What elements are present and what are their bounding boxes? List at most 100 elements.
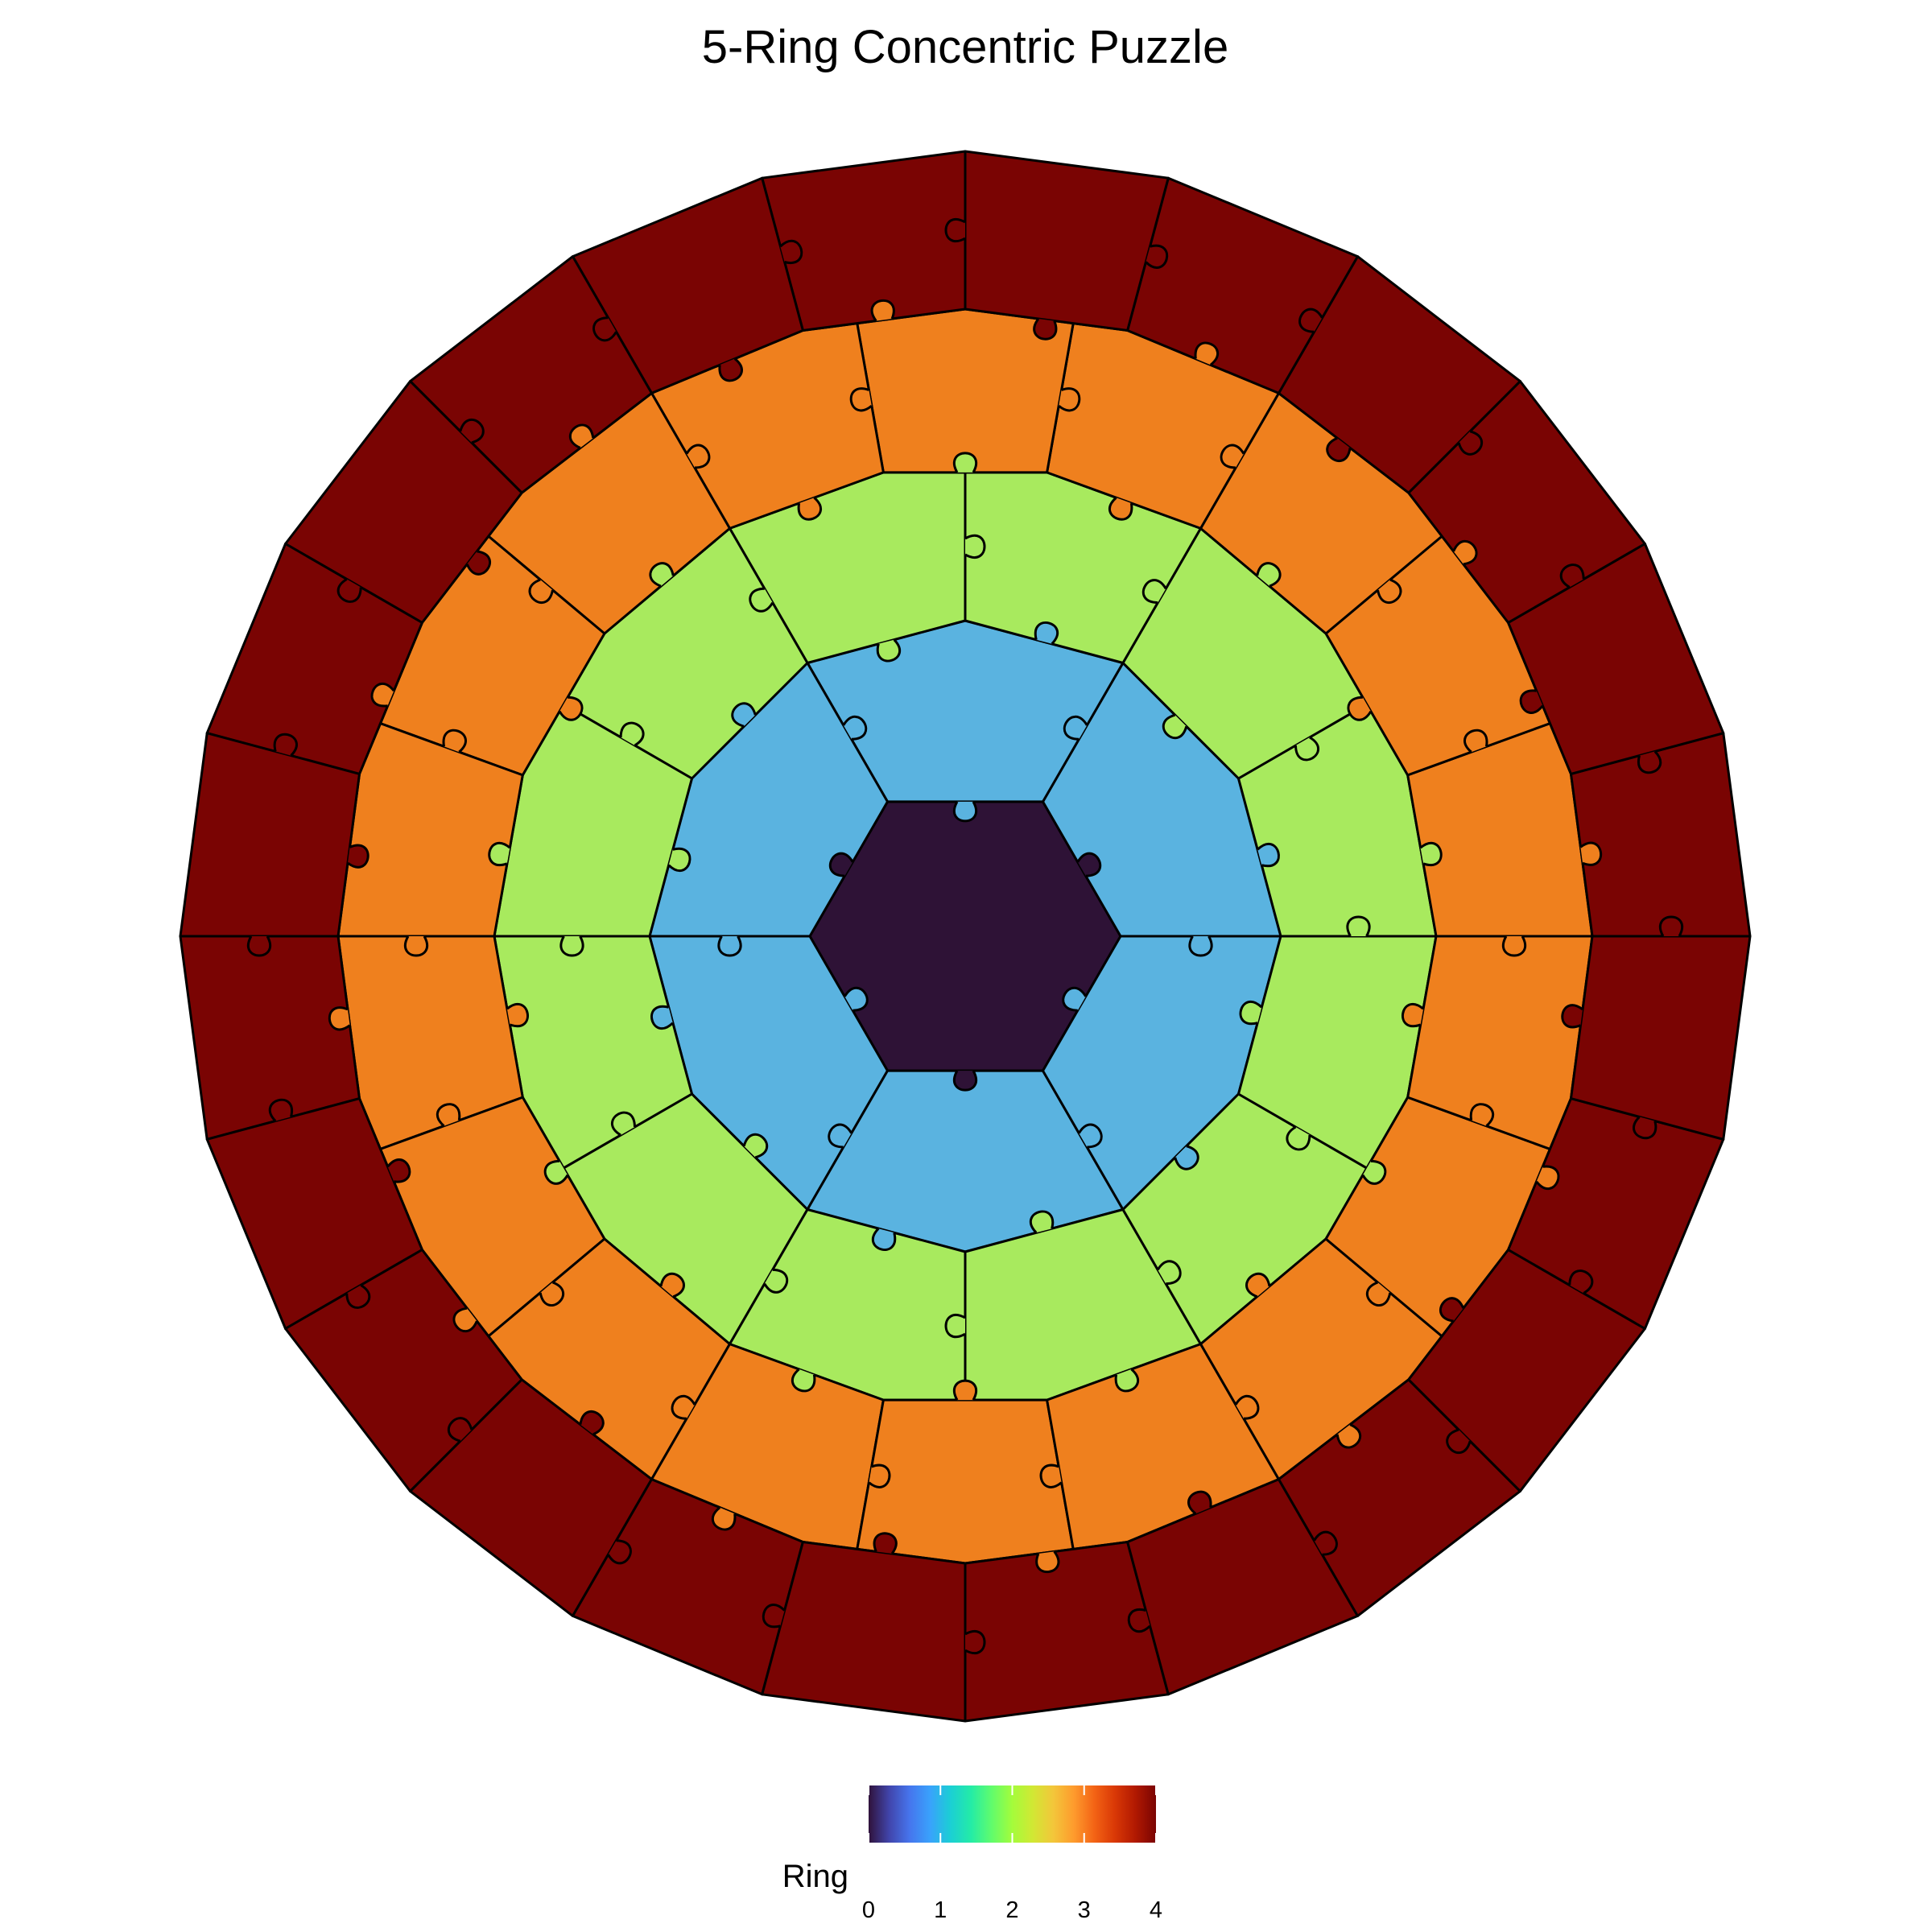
puzzle-tab: [1116, 1368, 1138, 1391]
puzzle-tab-outline: [964, 534, 986, 559]
colorbar-tick-label: 1: [934, 1897, 947, 1923]
puzzle-tab-outline: [828, 852, 854, 877]
puzzle-tab-outline: [1294, 736, 1320, 762]
puzzle-tab: [559, 697, 583, 720]
puzzle-tab-outline: [592, 316, 617, 342]
puzzle-tab-outline: [539, 1281, 565, 1307]
puzzle-tab: [869, 1465, 890, 1488]
puzzle-tab: [1521, 690, 1543, 713]
puzzle-tab: [346, 1285, 369, 1308]
puzzle-tab: [1402, 1004, 1424, 1026]
puzzle-tab: [453, 1308, 477, 1331]
puzzle-tab: [946, 219, 965, 242]
puzzle-tab-outline: [465, 550, 492, 576]
puzzle-tab-outline: [870, 299, 895, 322]
puzzle-tab-outline: [1633, 1116, 1657, 1140]
puzzle-tab: [712, 1507, 735, 1530]
puzzle-tab: [764, 1269, 787, 1293]
puzzle-tab-outline: [1346, 915, 1371, 937]
puzzle-tab: [650, 563, 674, 587]
puzzle-tab: [965, 1631, 985, 1653]
puzzle-tab-outline: [1234, 1394, 1260, 1420]
puzzle-tab: [529, 580, 553, 603]
puzzle-tab: [1440, 1298, 1463, 1322]
puzzle-tab-outline: [1568, 1269, 1594, 1294]
puzzle-tab: [448, 1418, 472, 1442]
puzzle-tab: [1036, 1551, 1059, 1572]
puzzle-tab-outline: [791, 1368, 816, 1393]
puzzle-tab-outline: [873, 1532, 898, 1554]
puzzle-tab: [593, 317, 617, 341]
puzzle-tab-outline: [607, 1539, 632, 1565]
puzzle-tab-outline: [1141, 579, 1167, 605]
puzzle-tab: [718, 936, 741, 956]
puzzle-tab: [1174, 1146, 1199, 1170]
puzzle-tab-outline: [1298, 308, 1323, 333]
puzzle-tab-outline: [459, 419, 485, 444]
puzzle-tab-outline: [1446, 1428, 1472, 1454]
puzzle-tab: [744, 1134, 767, 1158]
puzzle-tab-outline: [403, 935, 429, 957]
puzzle-tab-outline: [1501, 935, 1527, 957]
puzzle-tab: [1077, 853, 1100, 877]
puzzle-tab-outline: [742, 1133, 769, 1159]
puzzle-tab-outline: [712, 1506, 737, 1531]
puzzle-tab-outline: [650, 1005, 674, 1030]
puzzle-tab: [873, 1228, 895, 1250]
puzzle-tab-outline: [876, 638, 902, 663]
puzzle-tab: [1063, 988, 1086, 1011]
puzzle-tab: [946, 1315, 965, 1337]
puzzle-tab: [1447, 1430, 1471, 1453]
puzzle-tab: [270, 1100, 292, 1121]
puzzle-tab: [467, 551, 490, 575]
puzzle-tab-outline: [952, 801, 978, 823]
puzzle-tab-outline: [610, 1111, 636, 1137]
puzzle-tab-outline: [871, 1228, 897, 1251]
puzzle-tab: [1580, 843, 1601, 865]
puzzle-tab: [1079, 1125, 1102, 1147]
puzzle-tab-outline: [1402, 1002, 1425, 1028]
puzzle-tab: [248, 936, 270, 956]
puzzle-tab-outline: [1256, 562, 1282, 588]
puzzle-tab: [872, 300, 894, 321]
puzzle-tab: [275, 734, 297, 756]
puzzle-tab-outline: [558, 696, 584, 721]
puzzle-tab: [372, 683, 394, 706]
puzzle-tab-outline: [436, 1103, 461, 1127]
colorbar-tick-label: 0: [862, 1897, 875, 1923]
puzzle-tab: [1035, 622, 1058, 644]
puzzle-tab-outline: [528, 578, 554, 605]
puzzle-tab: [1562, 1005, 1583, 1027]
puzzle-tab-outline: [1313, 1530, 1338, 1556]
puzzle-tab: [828, 1125, 852, 1147]
puzzle-tab: [1569, 1270, 1592, 1294]
puzzle-tab: [1638, 751, 1661, 773]
puzzle-tab: [612, 1113, 635, 1135]
puzzle-tab: [506, 1004, 528, 1026]
chart-title: 5-Ring Concentric Puzzle: [702, 21, 1228, 73]
puzzle-tab-outline: [1559, 564, 1585, 588]
puzzle-tab-outline: [944, 1314, 966, 1339]
puzzle-tab: [1146, 246, 1167, 268]
puzzle-tab: [405, 936, 427, 956]
puzzle-tab: [1257, 563, 1281, 587]
puzzle-tab-outline: [779, 239, 803, 265]
puzzle-tab-outline: [1245, 1272, 1271, 1298]
puzzle-tab: [1195, 343, 1218, 365]
puzzle-tab: [1034, 319, 1056, 340]
puzzle-tab-outline: [1039, 1463, 1063, 1488]
puzzle-tab-outline: [328, 1006, 351, 1031]
puzzle-tab: [1064, 716, 1088, 740]
puzzle-tab-outline: [452, 1307, 478, 1333]
puzzle-tab-outline: [1029, 1210, 1055, 1234]
puzzle-tab: [1420, 843, 1442, 865]
puzzle-tab: [1246, 1274, 1269, 1297]
puzzle-tab-outline: [1658, 915, 1684, 937]
puzzle-tab-outline: [718, 357, 743, 382]
puzzle-tab: [348, 845, 369, 868]
puzzle-tab-outline: [1188, 935, 1213, 957]
puzzle-tab-outline: [952, 452, 978, 473]
puzzle-tab: [780, 241, 802, 263]
puzzle-tab-outline: [964, 1629, 986, 1655]
puzzle-tab-outline: [1035, 1550, 1060, 1574]
